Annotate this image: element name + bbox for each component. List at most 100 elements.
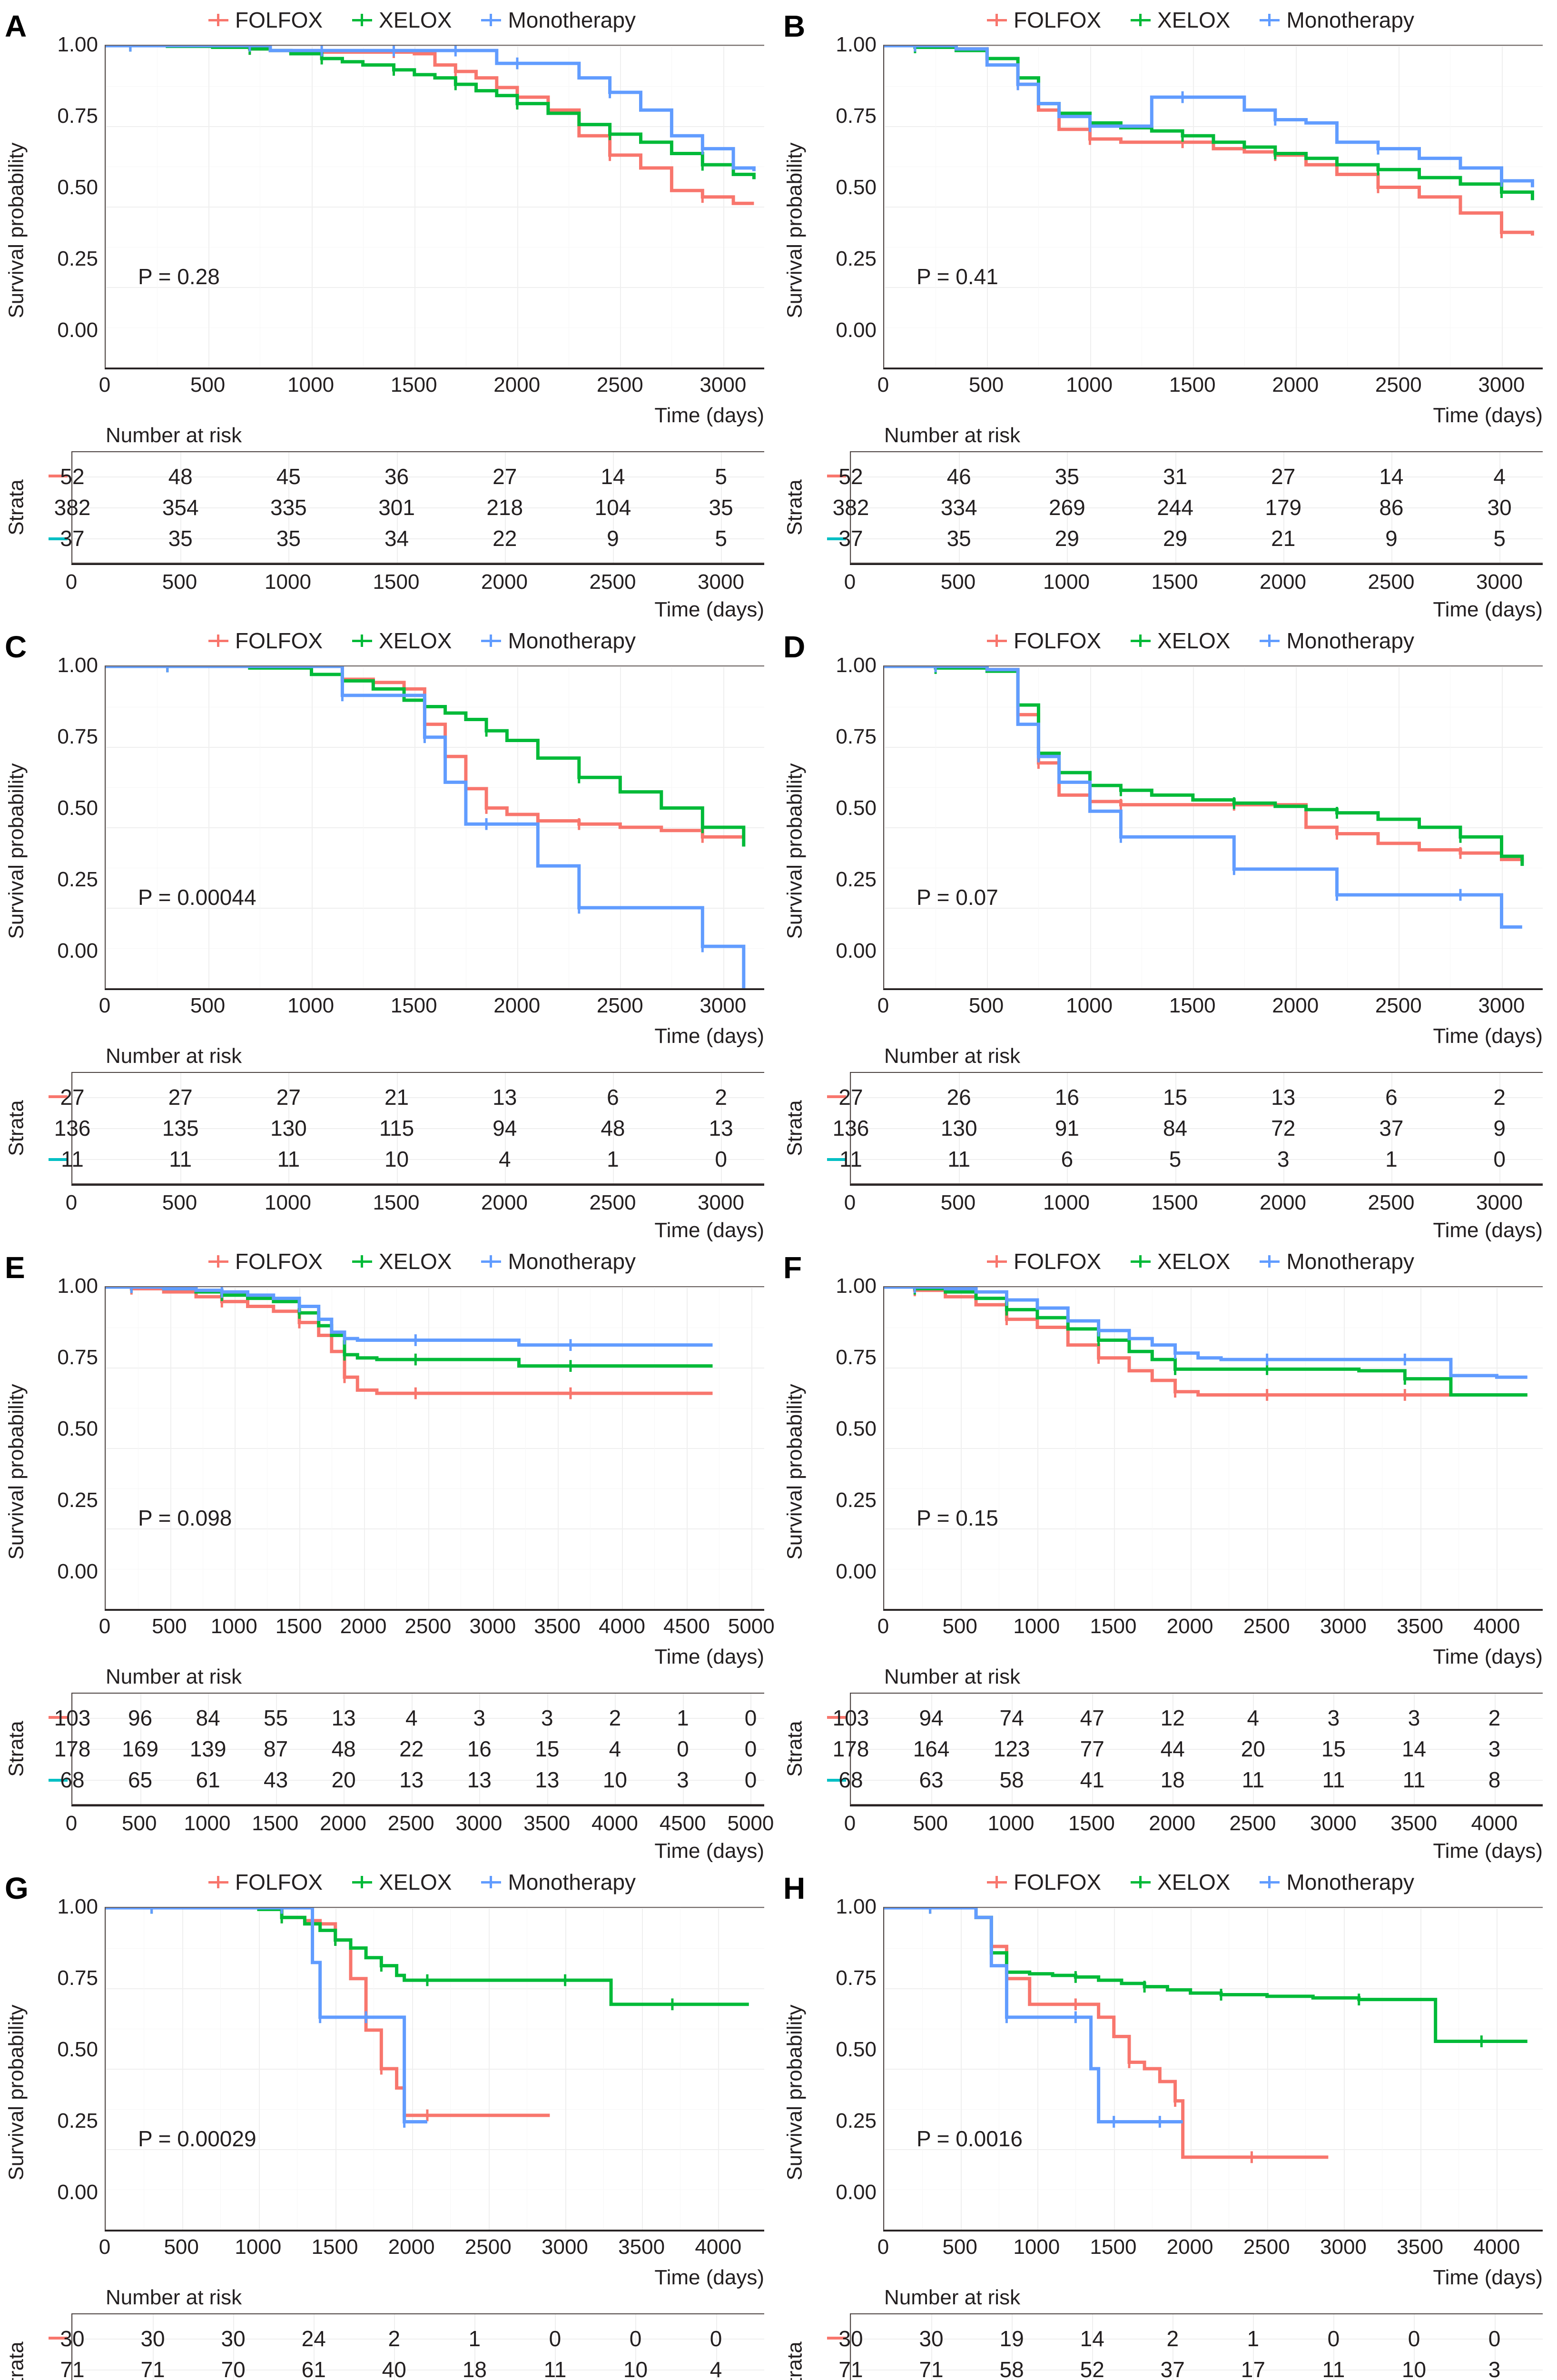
- risk-cell: 4: [609, 1736, 621, 1761]
- gridline-v: [208, 666, 210, 988]
- plot-column: 0 500 1000 1500 2000 2500 3000 Time (days) P = 0…: [877, 661, 1551, 1048]
- strata-keys: [33, 451, 71, 564]
- risk-cell: 52: [60, 464, 85, 489]
- gridline-v-minor: [922, 1908, 923, 2230]
- strata-axis-label: Strata: [5, 479, 29, 536]
- risk-gridline-h: [851, 1097, 1543, 1099]
- x-axis-tick: 500: [190, 994, 226, 1017]
- y-axis-tick: 0.50: [57, 2038, 98, 2061]
- risk-cell: 58: [999, 2357, 1024, 2380]
- legend-item-xelox[interactable]: XELOX: [352, 7, 452, 33]
- gridline-v: [1267, 1908, 1268, 2230]
- legend-item-xelox[interactable]: XELOX: [1131, 1869, 1230, 1895]
- risk-cell: 5: [715, 464, 727, 489]
- risk-cell: 9: [1493, 1116, 1506, 1140]
- risk-gridline-h: [72, 1779, 764, 1781]
- gridline-h-minor: [106, 948, 764, 949]
- risk-cell: 84: [196, 1706, 220, 1731]
- legend-item-xelox[interactable]: XELOX: [352, 1249, 452, 1274]
- legend-item-folfox[interactable]: FOLFOX: [208, 1869, 323, 1895]
- risk-cell: 18: [462, 2357, 487, 2380]
- risk-gridline-v: [716, 2314, 717, 2380]
- x-axis-tick: 2500: [404, 1615, 452, 1638]
- risk-cell: 37: [1160, 2357, 1185, 2380]
- legend-item-xelox[interactable]: XELOX: [1131, 1249, 1230, 1274]
- legend: FOLFOX XELOX Monotherapy: [778, 1862, 1551, 1902]
- gridline-h: [884, 1528, 1543, 1529]
- risk-cell: 123: [993, 1736, 1030, 1761]
- legend: FOLFOX XELOX Monotherapy: [0, 0, 773, 40]
- legend-label: FOLFOX: [235, 8, 323, 32]
- legend-label: Monotherapy: [508, 1249, 636, 1274]
- risk-cell: 269: [1049, 495, 1085, 520]
- legend-item-folfox[interactable]: FOLFOX: [987, 1869, 1101, 1895]
- legend-item-xelox[interactable]: XELOX: [352, 1869, 452, 1895]
- cross-tick-icon: [208, 1253, 229, 1269]
- risk-x-tick: 3000: [698, 570, 744, 594]
- legend-item-monotherapy[interactable]: Monotherapy: [481, 7, 636, 33]
- legend-item-monotherapy[interactable]: Monotherapy: [1260, 1249, 1414, 1274]
- legend-item-xelox[interactable]: XELOX: [352, 628, 452, 654]
- risk-x-tick: 500: [122, 1812, 157, 1835]
- gridline-v: [414, 46, 415, 367]
- legend-label: FOLFOX: [235, 1870, 323, 1894]
- strata-axis-label: Strata: [783, 1721, 807, 1777]
- risk-cell: 6: [1061, 1146, 1074, 1171]
- risk-table-title: Number at risk: [106, 424, 242, 447]
- risk-x-axis: 0 500 1000 1500 2000 2500 3000 Time (days): [66, 1184, 764, 1242]
- gridline-h: [106, 1448, 764, 1449]
- legend-item-folfox[interactable]: FOLFOX: [987, 1249, 1101, 1274]
- risk-cell: 84: [1163, 1116, 1188, 1140]
- risk-cell: 5: [1493, 526, 1506, 551]
- legend-item-folfox[interactable]: FOLFOX: [987, 628, 1101, 654]
- legend-item-folfox[interactable]: FOLFOX: [208, 7, 323, 33]
- x-axis-tick: 2000: [388, 2235, 435, 2259]
- gridline-v: [517, 666, 518, 988]
- risk-x-axis: 0 500 1000 1500 2000 2500 3000 Time (days): [66, 564, 764, 621]
- gridline-v: [641, 1908, 643, 2230]
- risk-gridline-h: [72, 1718, 764, 1719]
- risk-cell: 27: [168, 1085, 193, 1110]
- risk-cell: 11: [947, 1146, 971, 1171]
- risk-grid: 303019142100071715852371711103664200000: [838, 2313, 1543, 2380]
- y-axis-tick: 0.25: [57, 2109, 98, 2132]
- risk-x-tick: 1500: [373, 1191, 420, 1214]
- p-value-label: P = 0.00029: [138, 2126, 256, 2151]
- risk-cell: 3: [1277, 1146, 1290, 1171]
- risk-cell: 71: [140, 2357, 165, 2380]
- risk-cell: 2: [609, 1706, 621, 1731]
- legend-item-monotherapy[interactable]: Monotherapy: [1260, 1869, 1414, 1895]
- legend-item-monotherapy[interactable]: Monotherapy: [1260, 7, 1414, 33]
- x-axis-ticks: 0 500 1000 1500 2000 2500 3000: [99, 994, 764, 1021]
- y-axis-ticks: 0.00 0.25 0.50 0.75 1.00: [812, 1895, 883, 2283]
- risk-cell: 48: [601, 1116, 625, 1140]
- legend-item-xelox[interactable]: XELOX: [1131, 628, 1230, 654]
- gridline-v: [565, 1908, 566, 2230]
- legend-item-xelox[interactable]: XELOX: [1131, 7, 1230, 33]
- km-curves: [106, 46, 764, 367]
- gridline-v: [1343, 1287, 1345, 1609]
- risk-gridline-v: [1253, 2314, 1254, 2380]
- x-axis-label: Time (days): [654, 2266, 764, 2289]
- strata-keys: [812, 451, 850, 564]
- risk-cell: 11: [1402, 1767, 1426, 1792]
- x-axis-line: [883, 1609, 1543, 1611]
- risk-cell: 30: [919, 2326, 944, 2351]
- x-axis-tick: 500: [942, 2235, 977, 2259]
- legend-item-monotherapy[interactable]: Monotherapy: [1260, 628, 1414, 654]
- risk-x-tick: 3000: [698, 1191, 744, 1214]
- risk-gridline-h: [851, 1128, 1543, 1129]
- panel-row: C FOLFOX XELOX Monotherapy Survival probabil…: [0, 621, 1557, 1242]
- risk-cell: 0: [629, 2326, 642, 2351]
- gridline-h: [106, 908, 764, 909]
- legend-item-monotherapy[interactable]: Monotherapy: [481, 628, 636, 654]
- legend-item-folfox[interactable]: FOLFOX: [208, 628, 323, 654]
- risk-x-tick: 4500: [659, 1812, 706, 1835]
- number-at-risk-table: Number at risk Strata 30 30 30 24 2 1 0 0 0 71 71 70 6…: [0, 2286, 773, 2380]
- legend-item-monotherapy[interactable]: Monotherapy: [481, 1249, 636, 1274]
- x-axis-line: [105, 368, 764, 369]
- legend-item-folfox[interactable]: FOLFOX: [208, 1249, 323, 1274]
- legend-item-folfox[interactable]: FOLFOX: [987, 7, 1101, 33]
- legend-item-monotherapy[interactable]: Monotherapy: [481, 1869, 636, 1895]
